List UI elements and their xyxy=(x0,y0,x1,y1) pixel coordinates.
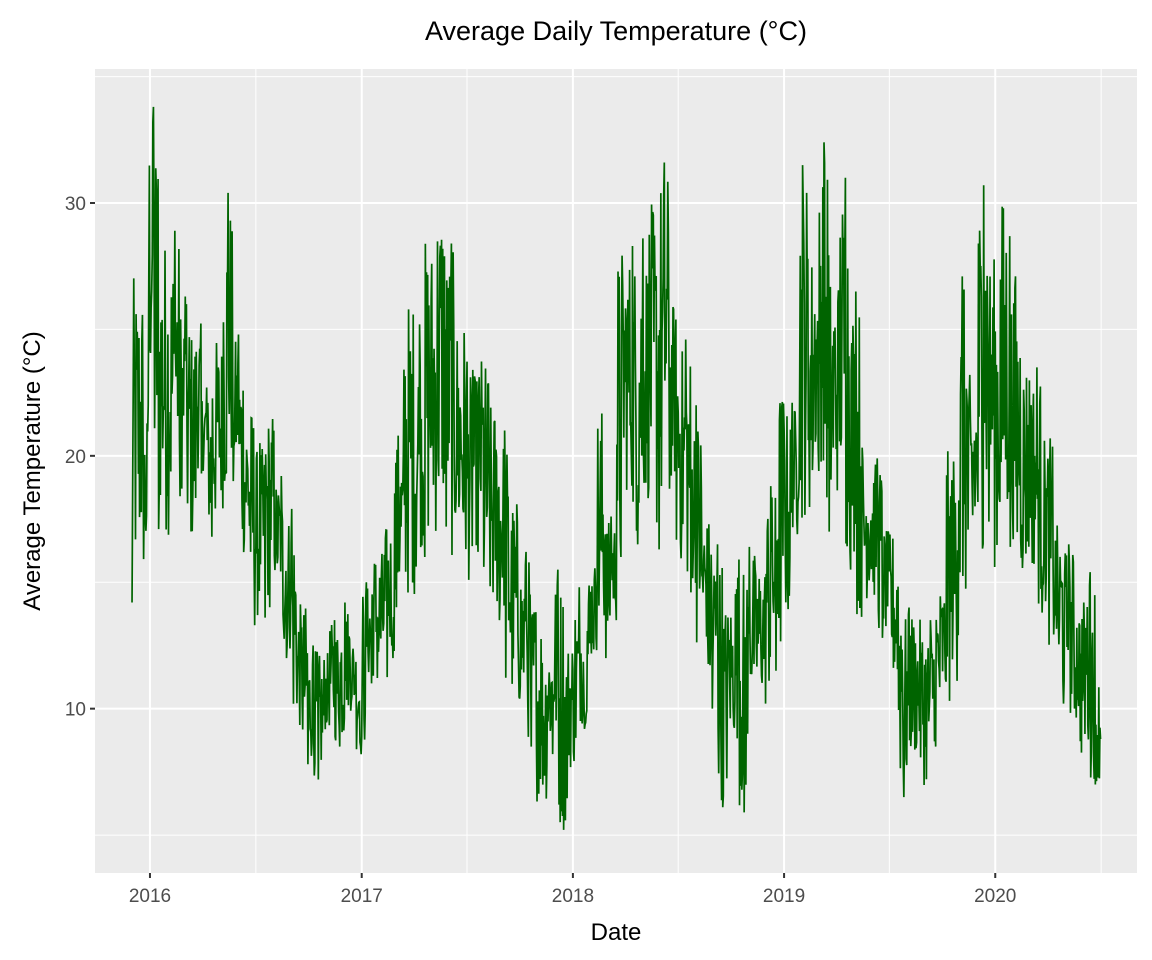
chart-title: Average Daily Temperature (°C) xyxy=(425,16,807,46)
y-tick-label: 20 xyxy=(65,447,86,468)
y-tick-label: 10 xyxy=(65,700,86,721)
x-tick-label: 2017 xyxy=(341,886,383,907)
x-tick-label: 2018 xyxy=(552,886,594,907)
y-axis-title: Average Temperature (°C) xyxy=(19,331,46,611)
y-axis: 10 20 30 xyxy=(65,194,95,721)
x-tick-label: 2020 xyxy=(974,886,1016,907)
temperature-line xyxy=(131,106,1102,830)
y-tick-label: 30 xyxy=(65,194,86,215)
x-axis-title: Date xyxy=(591,919,642,946)
x-axis: 2016 2017 2018 2019 2020 xyxy=(129,873,1016,907)
x-tick-label: 2016 xyxy=(129,886,171,907)
x-tick-label: 2019 xyxy=(763,886,805,907)
